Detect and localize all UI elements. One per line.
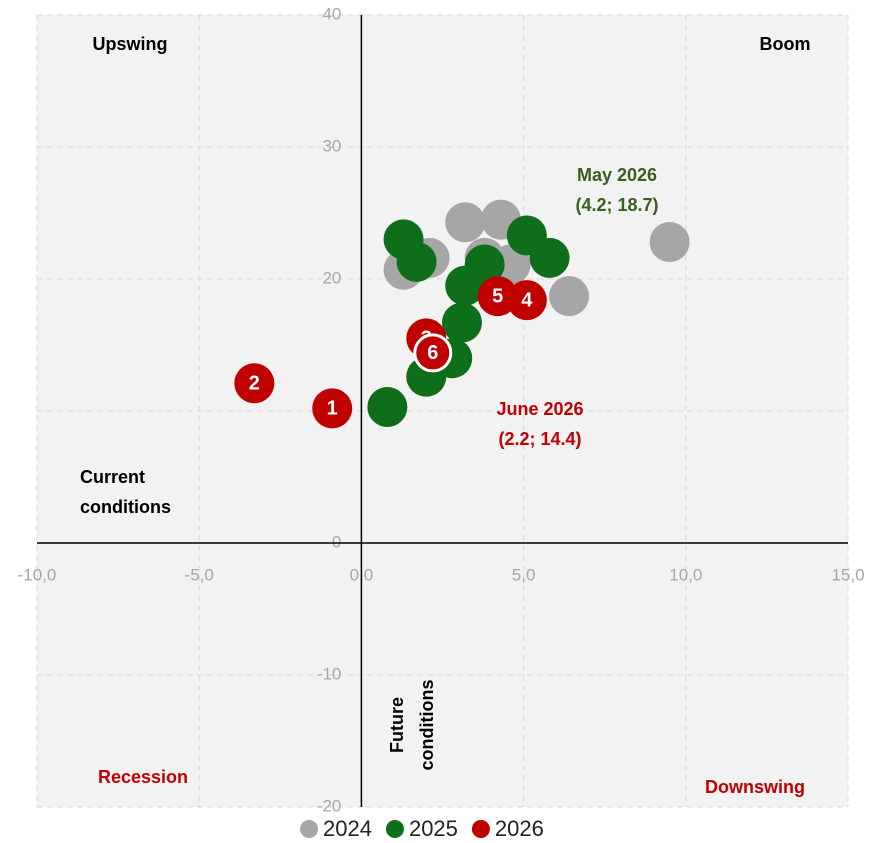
point — [649, 222, 690, 263]
y-tick-label: -10 — [317, 664, 342, 683]
point-label: 1 — [327, 398, 338, 420]
legend-marker — [471, 820, 490, 838]
y-tick-label: 0 — [332, 532, 341, 551]
legend-marker — [385, 820, 404, 838]
y-tick-label: 30 — [322, 136, 341, 155]
annotation: (4.2; 18.7) — [575, 195, 658, 215]
point-label: 5 — [492, 285, 503, 307]
y-axis-label: Future — [387, 697, 407, 753]
x-axis-label: Current — [80, 467, 145, 487]
annotation: May 2026 — [577, 165, 657, 185]
point — [367, 387, 408, 428]
point-label: 2 — [249, 373, 260, 395]
x-tick-label: 5,0 — [512, 565, 536, 584]
point — [396, 241, 437, 282]
point — [445, 202, 486, 243]
quadrant-label: Downswing — [705, 777, 805, 797]
y-tick-label: 40 — [322, 4, 341, 23]
x-tick-label: 15,0 — [831, 565, 864, 584]
point — [477, 276, 518, 317]
annotation: (2.2; 14.4) — [498, 429, 581, 449]
legend-label: 2024 — [323, 816, 372, 841]
point — [234, 363, 275, 404]
point — [529, 237, 570, 278]
legend-label: 2026 — [495, 816, 544, 841]
quadrant-label: Upswing — [93, 34, 168, 54]
point-label: 4 — [521, 289, 533, 311]
point — [506, 280, 547, 321]
point — [549, 276, 590, 317]
point — [312, 388, 353, 429]
legend-marker — [300, 820, 318, 838]
y-axis-label: conditions — [417, 680, 437, 771]
annotation: June 2026 — [496, 399, 583, 419]
x-tick-label: -5,0 — [185, 565, 214, 584]
point — [413, 333, 453, 373]
legend-label: 2025 — [409, 816, 458, 841]
x-tick-label: 10,0 — [669, 565, 702, 584]
x-tick-label: -10,0 — [18, 565, 57, 584]
quadrant-label: Recession — [98, 767, 188, 787]
y-tick-label: 20 — [322, 268, 341, 287]
point — [445, 265, 486, 306]
point-label: 6 — [427, 342, 438, 364]
quadrant-label: Boom — [760, 34, 811, 54]
y-tick-label: -20 — [317, 796, 342, 815]
x-axis-label: conditions — [80, 497, 171, 517]
point — [441, 302, 482, 343]
